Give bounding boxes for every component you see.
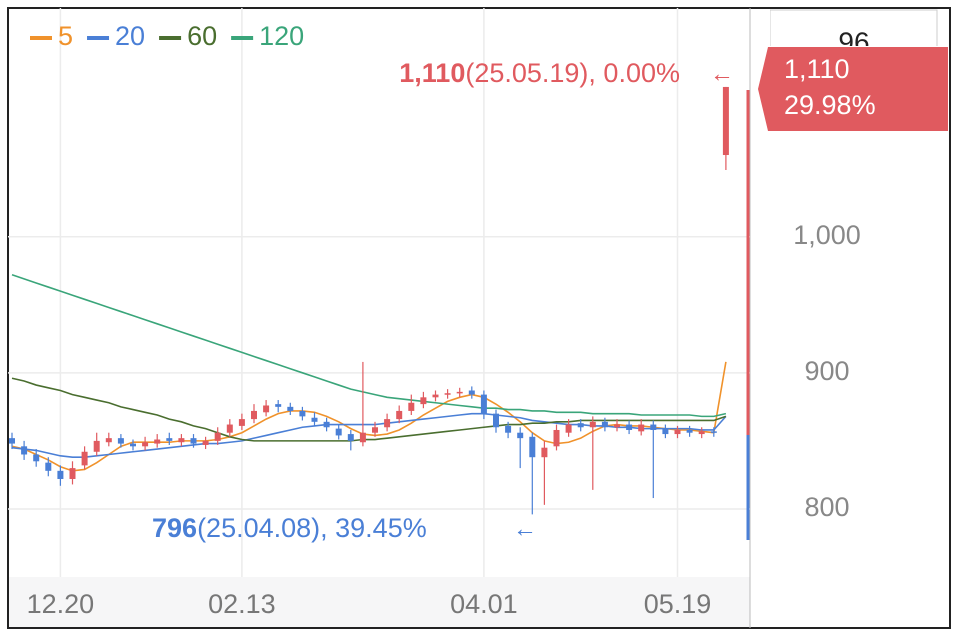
candle-body	[93, 440, 100, 452]
candle-body	[565, 424, 572, 433]
ma-line	[11, 377, 727, 442]
candle-body	[214, 432, 221, 441]
legend-label: 20	[115, 21, 145, 51]
candle-body	[178, 438, 185, 443]
price-tag-change: 29.98%	[784, 90, 876, 120]
candle-body	[372, 427, 378, 433]
candle-body	[81, 451, 88, 466]
candle-body	[226, 424, 233, 433]
legend-label: 60	[187, 21, 217, 51]
candle-body	[275, 404, 282, 407]
candle-body	[190, 438, 197, 444]
candle-body	[45, 462, 52, 471]
candle-body	[57, 470, 64, 479]
candle-body	[698, 431, 705, 435]
candle-body	[662, 428, 669, 435]
candle-body	[529, 436, 536, 458]
candle-body	[154, 439, 161, 444]
candle-body	[493, 413, 499, 428]
candle-body	[541, 447, 548, 458]
low-rest: (25.04.08), 39.45%	[197, 513, 427, 543]
high-annotation: 1,110(25.05.19), 0.00%	[399, 58, 680, 88]
candle-body	[420, 397, 427, 405]
candle-body	[384, 419, 391, 428]
candle-body	[130, 443, 136, 447]
candle-body	[263, 405, 270, 413]
candle-body	[105, 438, 112, 443]
ma-line	[11, 361, 727, 472]
high-value: 1,110	[399, 58, 465, 88]
candle-body	[335, 428, 342, 436]
candle-body	[251, 410, 257, 420]
candle-body	[686, 429, 693, 433]
candle-body	[638, 424, 645, 432]
candle-body	[505, 425, 512, 433]
ma-line	[11, 274, 727, 418]
candle-body	[432, 394, 439, 398]
y-tick-label: 900	[804, 356, 849, 386]
candle-body	[626, 424, 633, 430]
candle-body	[359, 432, 366, 443]
candle-body	[202, 440, 209, 445]
legend: 5 20 60 120	[30, 21, 304, 51]
candle-body	[444, 393, 451, 395]
candle-body	[166, 438, 173, 441]
candle-body	[117, 438, 124, 444]
candle-body	[323, 421, 330, 428]
x-tick-label: 12.20	[27, 589, 95, 619]
x-tick-label: 04.01	[450, 589, 518, 619]
candle-body	[311, 417, 318, 422]
volume-value: 96	[838, 26, 869, 57]
candle-body	[480, 394, 487, 414]
volume-box	[770, 9, 938, 46]
candle-body	[650, 424, 657, 430]
candle-body	[69, 468, 76, 479]
high-rest: (25.05.19), 0.00%	[465, 58, 680, 88]
candle-body	[589, 421, 596, 428]
legend-label: 5	[58, 21, 73, 51]
candle-body	[21, 446, 28, 455]
price-tag-price: 1,110	[784, 54, 850, 84]
y-tick-label: 800	[804, 492, 849, 522]
candle-body	[299, 410, 306, 417]
candle-body	[9, 438, 15, 444]
grid	[8, 8, 750, 577]
candle-body	[553, 429, 560, 447]
candle-body	[142, 442, 149, 447]
candle-body	[396, 410, 403, 420]
candle-body	[722, 86, 729, 156]
candle-body	[468, 390, 475, 395]
x-axis-band	[8, 577, 750, 628]
candle-body	[601, 421, 608, 428]
candles	[9, 86, 729, 515]
low-arrow: ←	[513, 515, 537, 542]
candle-body	[674, 429, 681, 435]
candle-body	[33, 454, 40, 462]
price-tag	[758, 47, 948, 131]
low-value: 796	[152, 513, 197, 543]
candle-body	[456, 391, 463, 394]
candle-body	[238, 419, 245, 426]
volume-box-clip: 96	[770, 9, 938, 57]
frame	[7, 7, 951, 629]
candle-body	[614, 424, 620, 428]
candle-body	[347, 434, 354, 441]
high-arrow: ←	[710, 60, 734, 87]
legend-label: 120	[259, 21, 304, 51]
candle-body	[408, 402, 415, 411]
candle-body	[287, 406, 294, 411]
x-tick-label: 02.13	[208, 589, 276, 619]
candle-body	[517, 432, 524, 439]
candle-body	[577, 423, 584, 428]
low-annotation: 796(25.04.08), 39.45%	[152, 513, 427, 543]
candle-body	[710, 431, 717, 433]
x-tick-label: 05.19	[644, 589, 712, 619]
y-tick-label: 1,000	[793, 220, 861, 250]
